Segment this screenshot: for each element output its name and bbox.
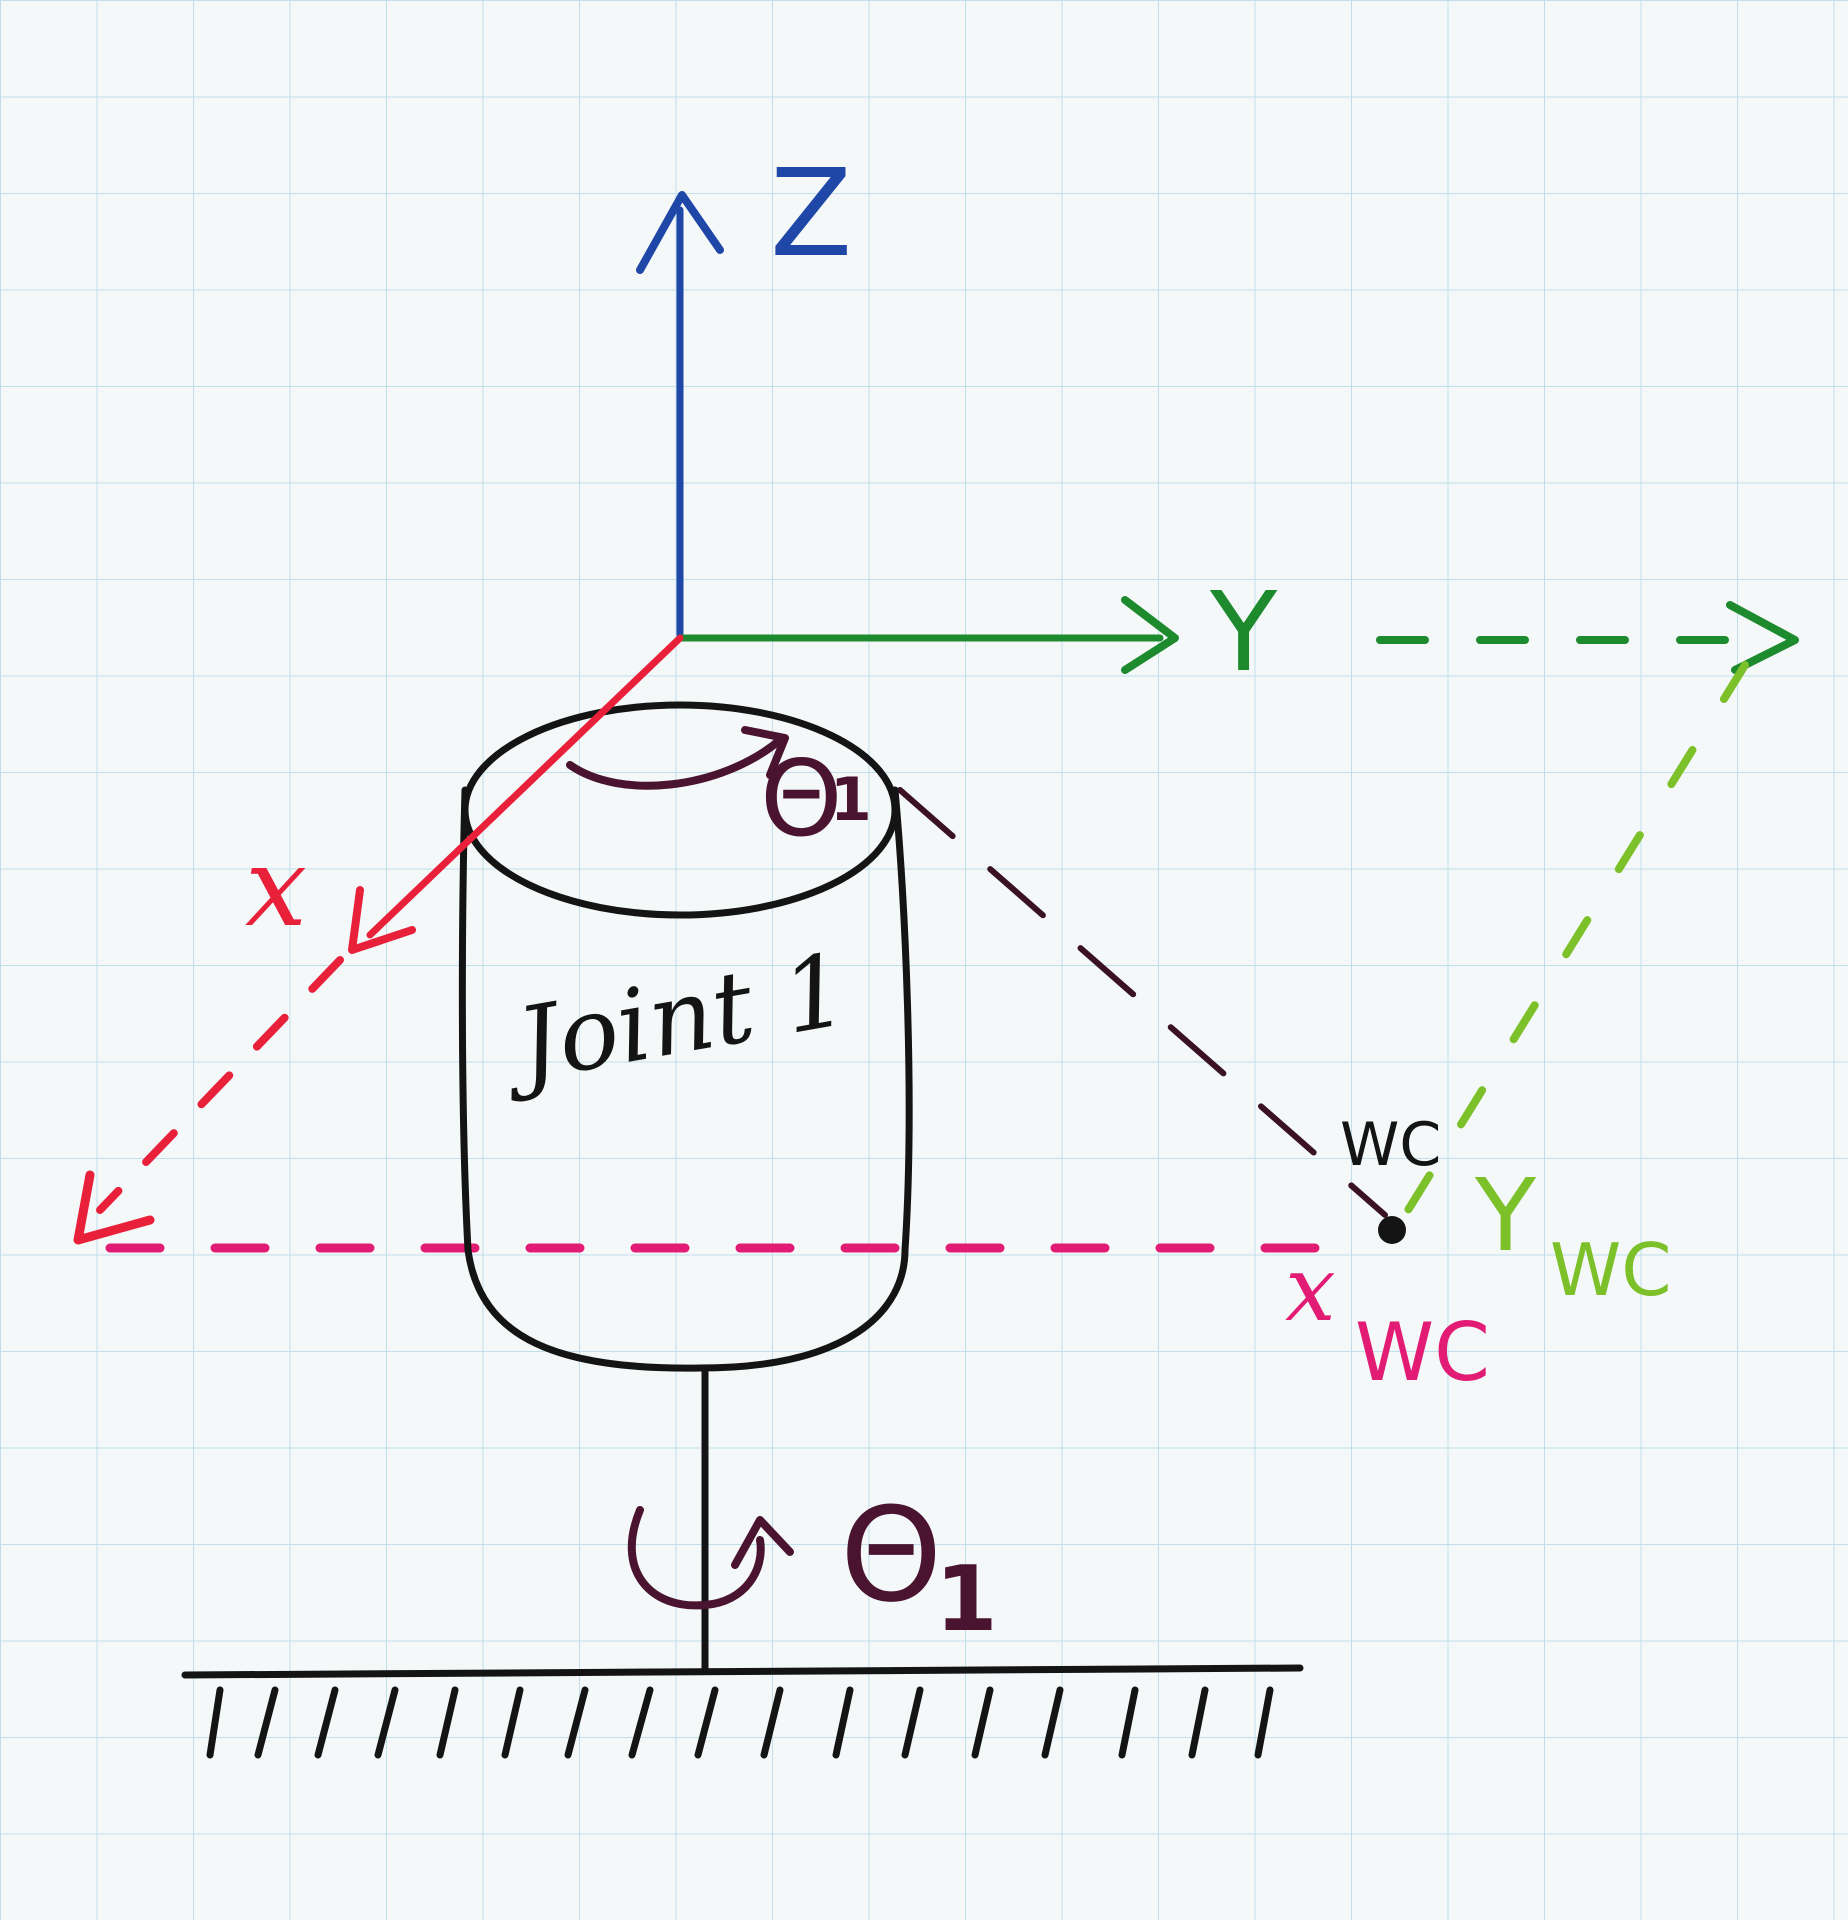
cylinder-right-side <box>891 786 913 1254</box>
x-wc-label: x <box>1285 1237 1336 1342</box>
y-wc-subscript: WC <box>1550 1228 1671 1312</box>
y-axis-arrowhead-icon <box>1121 596 1179 674</box>
joint-cylinder <box>458 701 913 1372</box>
theta-top-symbol: Θ <box>760 738 843 860</box>
y-axis-label: Y <box>1209 568 1278 696</box>
x-wc-subscript: WC <box>1355 1306 1490 1399</box>
theta-bottom-symbol: Θ <box>840 1479 942 1631</box>
wc-link-dashed-line <box>897 787 1388 1218</box>
cylinder-bottom-curve <box>464 1246 909 1372</box>
cylinder-left-side <box>458 786 472 1254</box>
theta-top-rotation-icon <box>566 736 784 790</box>
x-extension-arrowhead-icon <box>73 1170 155 1245</box>
x-axis-arrowhead-icon <box>348 886 416 954</box>
theta-bottom-subscript: 1 <box>935 1547 998 1652</box>
z-axis-arrowhead-icon <box>636 191 724 274</box>
theta-top-subscript: 1 <box>830 765 872 835</box>
x-axis-dashed-extension <box>96 956 344 1214</box>
theta-bottom-arrowhead-icon <box>731 1516 794 1569</box>
z-axis-label: Z <box>770 145 852 284</box>
theta-bottom-rotation-icon <box>627 1506 765 1610</box>
x-axis-label: x <box>245 823 307 951</box>
wc-point-icon <box>1378 1216 1406 1244</box>
theta-top-arrowhead-icon <box>741 726 789 779</box>
ground-line <box>181 1664 1304 1679</box>
y-wc-label: Y <box>1474 1157 1537 1274</box>
ground-hatching <box>206 1686 1274 1759</box>
ground <box>181 1664 1304 1759</box>
wc-point-label: WC <box>1340 1110 1441 1180</box>
y-extension-arrowhead-icon <box>1726 601 1799 674</box>
y-wc-projection-dashed-line <box>1401 661 1749 1219</box>
x-axis-line <box>366 634 684 939</box>
